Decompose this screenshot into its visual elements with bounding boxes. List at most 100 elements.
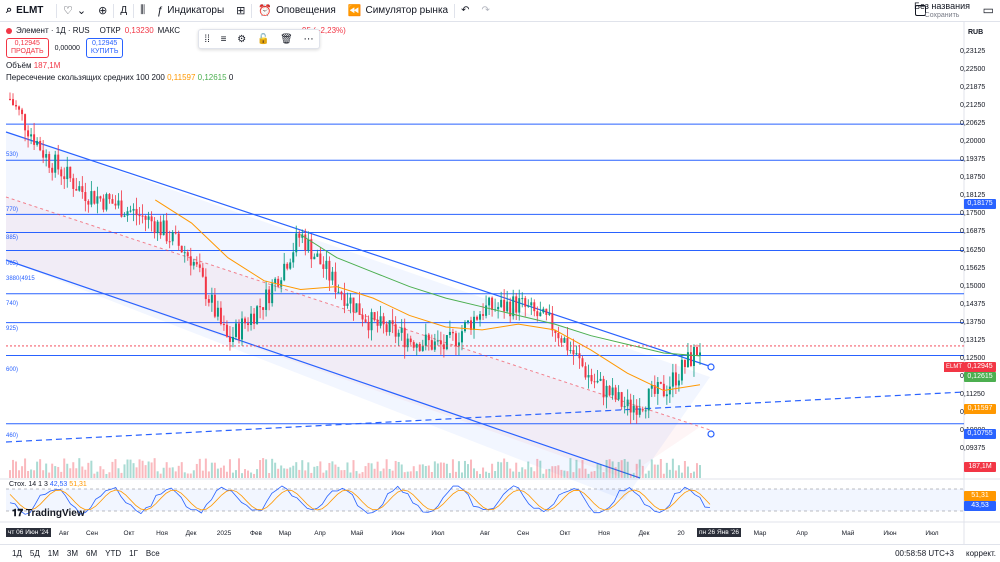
trash-icon[interactable]: 🗑 — [280, 33, 293, 45]
drag-handle-icon[interactable]: ⁞⁞ — [204, 33, 210, 45]
alerts-button[interactable]: ⏰ Оповещения — [252, 0, 341, 22]
volume-bar — [695, 463, 698, 478]
legend-title[interactable]: Элемент · 1Д · RUS — [16, 26, 90, 35]
bar-style-button[interactable]: ⫼ — [134, 0, 151, 22]
adjust-button[interactable]: коррект. — [966, 549, 996, 558]
lock-icon[interactable]: 🔓 — [256, 33, 270, 45]
price-tick-label: 0,11250 — [960, 390, 985, 398]
add-symbol-button[interactable]: ⊕ — [92, 0, 113, 22]
time-axis-cursor-label: пн 26 Янв '26 — [697, 528, 741, 537]
candle-body — [560, 338, 563, 343]
settings-gear-icon[interactable]: ⚙ — [237, 33, 247, 45]
range-button[interactable]: YTD — [105, 549, 122, 558]
volume-bar — [503, 458, 506, 478]
volume-bar — [322, 472, 325, 478]
candle-body — [201, 267, 204, 277]
candle-body — [509, 301, 512, 317]
volume-bar — [370, 463, 373, 478]
volume-bar — [617, 461, 620, 478]
chevron-down-icon: ⌄ — [76, 5, 87, 17]
volume-bar — [87, 462, 90, 478]
candle-body — [527, 305, 530, 307]
open-value: 0,13230 — [124, 26, 154, 35]
volume-bar — [671, 458, 674, 478]
sell-button[interactable]: 0,12945 ПРОДАТЬ — [6, 38, 49, 58]
save-icon[interactable]: ▭ — [982, 3, 994, 17]
range-button[interactable]: 1Г — [129, 549, 138, 558]
candle-body — [325, 260, 328, 269]
volume-bar — [635, 463, 638, 478]
volume-bar — [150, 462, 153, 478]
redo-button[interactable]: ↷ — [476, 0, 496, 22]
ma-cross-legend[interactable]: Пересечение скользящих средних 100 200 0… — [6, 73, 346, 82]
volume-bar — [500, 462, 503, 478]
candle-body — [99, 196, 102, 199]
ma-slow-value: 0,12615 — [197, 73, 227, 82]
redo-icon: ↷ — [481, 5, 490, 16]
range-button[interactable]: 1М — [47, 549, 59, 558]
candle-body — [183, 252, 186, 254]
range-button[interactable]: 6М — [86, 549, 98, 558]
range-button[interactable]: 3М — [66, 549, 78, 558]
candle-body — [295, 233, 298, 253]
volume-bar — [575, 459, 578, 478]
volume-legend[interactable]: Объём 187,1M — [6, 61, 346, 70]
volume-bar — [337, 466, 340, 478]
volume-bar — [147, 461, 150, 478]
candle-body — [241, 318, 244, 340]
price-tick-label: 0,17500 — [960, 210, 986, 218]
undo-button[interactable]: ↶ — [455, 0, 475, 22]
price-tick-label: 0,21250 — [960, 102, 986, 110]
volume-bar — [509, 468, 512, 478]
more-icon[interactable]: ⋯ — [303, 33, 314, 45]
chart-pane[interactable] — [0, 22, 1000, 544]
candle-body — [563, 338, 566, 343]
candle-body — [352, 297, 355, 313]
clock[interactable]: 00:58:58 UTC+3 — [895, 549, 954, 558]
price-tick-label: 0,21875 — [960, 84, 986, 92]
candle-body — [590, 375, 593, 382]
candle-body — [497, 306, 500, 310]
symbol-search[interactable]: ⌕ ELMT — [0, 0, 56, 22]
volume-bar — [367, 462, 370, 478]
volume-bar — [491, 463, 494, 478]
volume-bar — [479, 473, 482, 478]
indicators-button[interactable]: ƒ Индикаторы — [151, 0, 230, 22]
volume-bar — [186, 473, 189, 478]
interval-button[interactable]: Д — [120, 5, 128, 16]
stoch-k-value: 42,53 — [49, 481, 68, 488]
candle-body — [159, 221, 162, 236]
tradingview-logo[interactable]: 𝟏𝟕 TradingView — [12, 508, 85, 519]
bottom-toolbar: 1Д 5Д 1М 3М 6М YTD 1Г Все 00:58:58 UTC+3 коррек… — [0, 544, 1000, 562]
range-button[interactable]: Все — [145, 549, 160, 558]
candle-body — [406, 338, 409, 348]
plus-circle-icon: ⊕ — [98, 5, 108, 17]
time-tick-label: Май — [350, 530, 364, 537]
time-tick-label: Авг — [58, 530, 70, 537]
templates-button[interactable]: ⊞ — [230, 0, 251, 22]
candle-body — [331, 271, 334, 281]
chart-type-button[interactable]: ♡ ⌄ — [57, 0, 92, 22]
layout-name-button[interactable]: Без названия Сохранить — [914, 2, 970, 20]
range-button[interactable]: 5Д — [29, 549, 40, 558]
currency-label[interactable]: RUB — [968, 29, 984, 36]
tv-logo-icon: 𝟏𝟕 — [12, 508, 26, 519]
volume-bar — [210, 462, 213, 478]
volume-bar — [316, 466, 319, 478]
stoch-band — [6, 489, 964, 511]
stoch-legend[interactable]: Стох. 14 1 3 42,53 51,31 — [9, 481, 87, 488]
volume-bar — [195, 463, 198, 478]
volume-bar — [379, 471, 382, 478]
line-style-icon[interactable]: ≡ — [220, 33, 227, 45]
candle-body — [473, 316, 476, 330]
candle-body — [608, 385, 611, 396]
layout-checkbox[interactable] — [915, 5, 926, 16]
candle-body — [629, 399, 632, 413]
buy-button[interactable]: 0,12945 КУПИТЬ — [85, 38, 124, 58]
stoch-k-line — [9, 485, 711, 515]
replay-button[interactable]: ⏪ Симулятор рынка — [342, 0, 454, 22]
chart-canvas[interactable] — [0, 22, 1000, 544]
volume-bar — [138, 459, 141, 478]
volume-bar — [521, 467, 524, 478]
range-button[interactable]: 1Д — [12, 549, 22, 558]
